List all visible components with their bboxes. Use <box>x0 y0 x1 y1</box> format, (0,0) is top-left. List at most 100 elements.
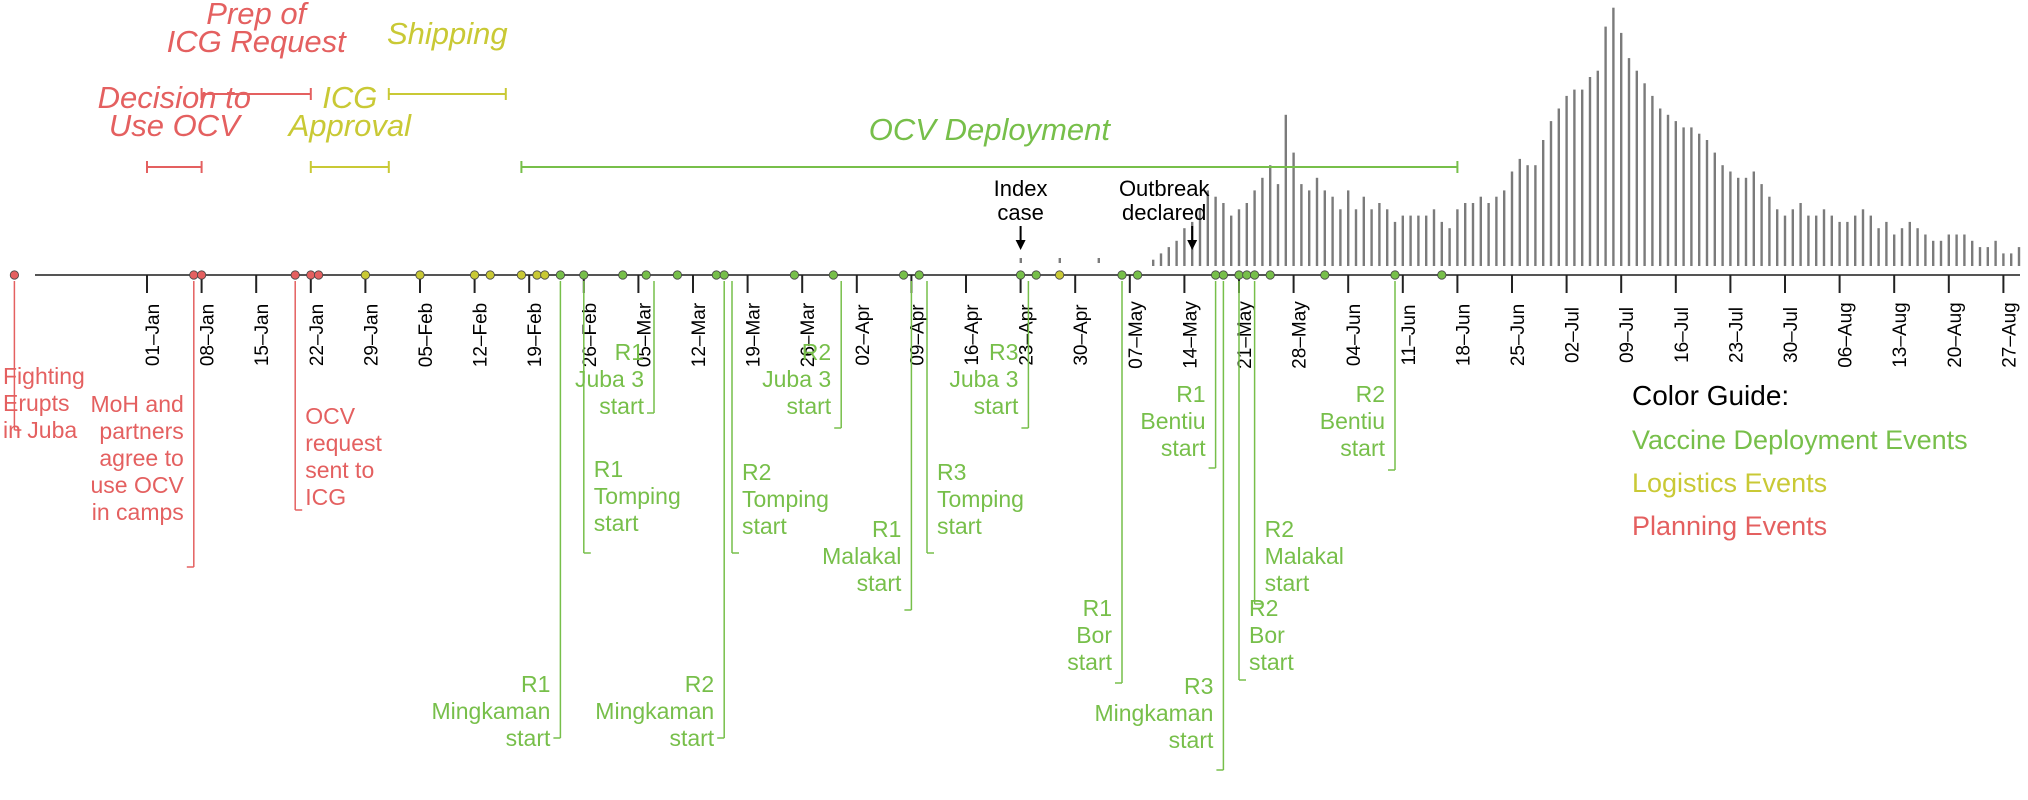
case-bar <box>1495 196 1498 266</box>
case-bar <box>1971 240 1974 266</box>
axis-tick-label: 22–Jan <box>307 304 328 366</box>
event-label: R2 Juba 3 start <box>762 339 832 419</box>
case-bar <box>1674 121 1677 266</box>
axis-tick-label: 19–Feb <box>525 303 546 367</box>
deployment-event-marker <box>1437 270 1447 280</box>
case-bar <box>1323 190 1326 266</box>
case-bar <box>1058 258 1061 263</box>
case-bar <box>1760 184 1763 266</box>
case-bar <box>1362 196 1365 266</box>
case-bar <box>1300 184 1303 266</box>
axis-tick-label: 26–Feb <box>580 303 601 367</box>
axis-tick-label: 20–Aug <box>1945 302 1966 368</box>
axis-tick-label: 27–Aug <box>1999 302 2020 368</box>
case-bar <box>1776 209 1779 266</box>
logistics-event-marker <box>485 270 495 280</box>
case-bar <box>1659 108 1662 266</box>
outbreak-declared-arrow-head <box>1187 240 1198 250</box>
event-label: MoH and partners agree to use OCV in camps <box>90 391 184 525</box>
case-bar <box>1869 215 1872 266</box>
case-bar <box>1097 258 1100 263</box>
event-label: R1 Tomping start <box>594 456 681 536</box>
case-bar <box>1237 209 1241 266</box>
case-bar <box>1799 203 1802 266</box>
deployment-event-marker <box>789 270 800 280</box>
case-bar <box>1900 228 1904 266</box>
case-bar <box>1838 221 1841 266</box>
case-bar <box>1924 234 1927 266</box>
case-bar <box>1557 108 1560 266</box>
case-bar <box>1893 234 1896 266</box>
axis-tick-label: 16–Apr <box>962 304 983 366</box>
case-bar <box>1456 209 1459 266</box>
case-bar <box>1214 196 1217 266</box>
case-bar <box>1955 234 1958 266</box>
case-bar <box>1292 152 1295 266</box>
case-bar <box>1939 240 1943 266</box>
case-bar <box>1698 133 1701 266</box>
deployment-event-marker <box>711 270 722 280</box>
phase-label: OCV Deployment <box>869 112 1112 147</box>
epidemic-curve <box>1019 7 2021 267</box>
logistics-event-marker <box>360 270 370 280</box>
case-bar <box>1432 209 1436 266</box>
deployment-event-marker <box>641 270 651 280</box>
axis-tick-label: 18–Jun <box>1453 304 1474 366</box>
axis-tick-label: 04–Jun <box>1344 304 1365 366</box>
planning-event-marker <box>290 270 300 280</box>
case-bar <box>1651 95 1654 267</box>
event-label: R1 Malakal start <box>822 516 902 596</box>
axis-tick-label: 09–Apr <box>907 304 928 366</box>
index-case-label: Index case <box>994 176 1048 225</box>
phase-label: Decision to Use OCV <box>98 80 251 143</box>
case-bar <box>1159 253 1163 266</box>
case-bar <box>1830 215 1833 266</box>
planning-event-marker <box>189 270 199 280</box>
case-bar <box>1666 114 1670 266</box>
case-bar <box>1510 171 1514 266</box>
case-bar <box>1947 234 1950 266</box>
logistics-event-marker <box>540 270 550 280</box>
logistics-event-marker <box>532 270 542 280</box>
case-bar <box>1230 215 1233 266</box>
case-bar <box>1822 209 1826 266</box>
case-bar <box>1713 152 1716 266</box>
axis-tick-label: 26–Mar <box>798 302 819 367</box>
case-bar <box>1175 240 1178 266</box>
case-bar <box>1206 190 1209 266</box>
case-bar <box>2002 253 2005 266</box>
case-bar <box>1963 234 1966 266</box>
phase-brackets: Decision to Use OCV Prep of ICG Request ICG A… <box>98 0 1459 173</box>
axis-tick-label: 05–Mar <box>634 302 655 367</box>
case-bar <box>1549 121 1553 266</box>
planning-event-marker <box>306 270 316 280</box>
case-bar <box>1518 158 1521 266</box>
case-bar <box>1370 209 1373 266</box>
deployment-event-marker <box>1031 270 1041 280</box>
case-bar <box>1425 215 1428 266</box>
color-guide-item-planning: Planning Events <box>1632 511 1827 541</box>
case-bar <box>1526 165 1529 266</box>
case-bar <box>1916 228 1919 266</box>
case-bar <box>1471 203 1475 266</box>
event-label: R3 Mingkaman start <box>1095 673 1214 753</box>
case-bar <box>1409 215 1412 266</box>
axis-tick-label: 30–Jul <box>1781 307 1802 363</box>
case-bar <box>1019 258 1022 263</box>
axis-tick-label: 11–Jun <box>1399 305 1420 366</box>
case-bar <box>1393 221 1397 266</box>
case-bar <box>1284 114 1287 266</box>
case-bar <box>1167 247 1170 266</box>
color-guide-item-logistics: Logistics Events <box>1632 468 1827 498</box>
phase-label: Prep of ICG Request <box>167 0 348 59</box>
case-bar <box>1721 165 1724 266</box>
deployment-event-marker <box>914 270 924 280</box>
case-bar <box>1152 259 1155 266</box>
logistics-event-marker <box>469 270 480 280</box>
case-bar <box>1253 190 1256 266</box>
case-bar <box>1768 196 1771 266</box>
event-label: R2 Malakal start <box>1265 516 1344 596</box>
case-bar <box>1565 95 1568 267</box>
